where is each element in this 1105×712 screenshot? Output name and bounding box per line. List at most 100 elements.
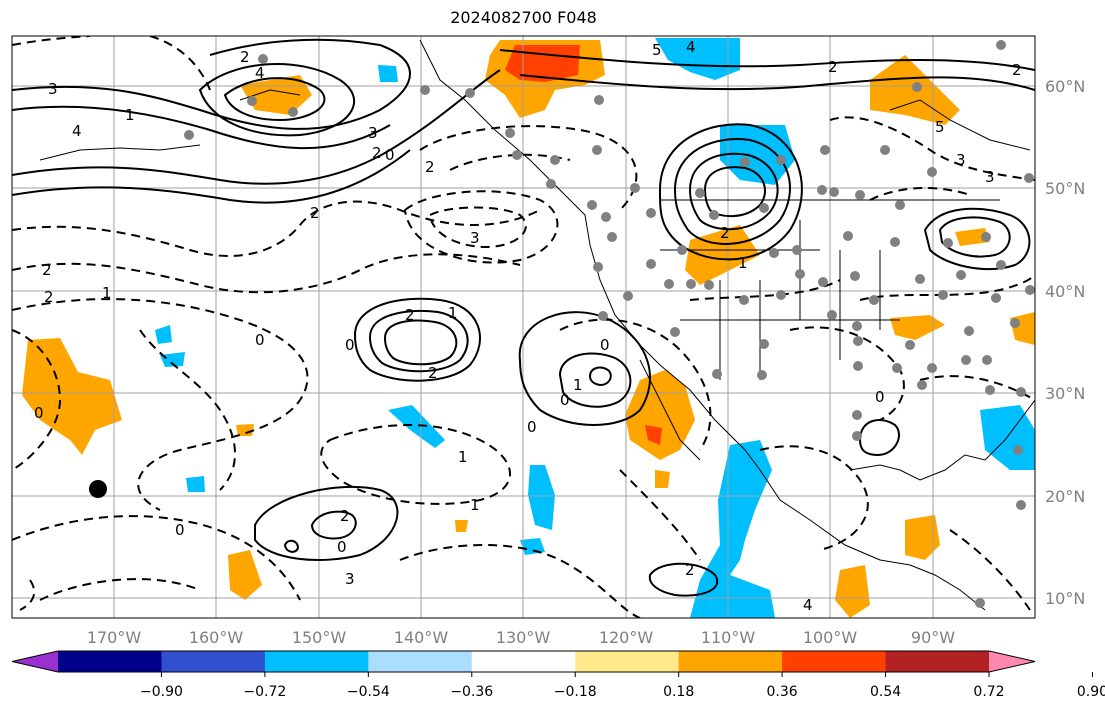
svg-text:2: 2 <box>685 561 695 579</box>
lon-label: 160°W <box>189 628 244 647</box>
svg-text:0: 0 <box>345 336 355 354</box>
colorbar-tick-label: 0.90 <box>1077 684 1105 700</box>
svg-text:3: 3 <box>470 229 480 247</box>
lat-label: 60°N <box>1045 77 1085 96</box>
svg-text:2: 2 <box>405 306 415 324</box>
colorbar <box>11 650 1036 673</box>
negative-shade-mexico <box>690 440 775 618</box>
svg-text:4: 4 <box>803 596 813 614</box>
positive-shade-bering <box>240 75 312 115</box>
positive-shade-alaska-core <box>505 45 580 82</box>
svg-text:3: 3 <box>345 570 355 588</box>
svg-text:2: 2 <box>44 288 54 306</box>
svg-text:0: 0 <box>560 391 570 409</box>
colorbar-segment <box>782 651 887 672</box>
colorbar-ticks: −0.90 −0.72 −0.54 −0.36 −0.18 0.18 0.36 0.54 0.7… <box>140 672 1105 700</box>
negative-shade-nwsmall <box>378 65 398 82</box>
latitude-labels: 60°N 50°N 40°N 30°N 20°N 10°N <box>1045 77 1085 608</box>
svg-text:2: 2 <box>372 144 382 162</box>
svg-text:0: 0 <box>600 336 610 354</box>
svg-text:3: 3 <box>48 80 58 98</box>
map-border <box>11 35 1036 619</box>
colorbar-segment <box>58 651 162 672</box>
svg-text:0: 0 <box>337 538 347 556</box>
colorbar-segment <box>161 651 266 672</box>
positive-shade-south <box>835 565 870 618</box>
svg-text:3: 3 <box>956 151 966 169</box>
svg-text:5: 5 <box>935 118 945 136</box>
positive-shade-baja-core <box>645 425 662 445</box>
contours-dashed <box>12 36 1035 618</box>
positive-shade-southeast <box>890 315 945 340</box>
colorbar-segment <box>264 651 369 672</box>
positive-shade-tropics <box>228 550 262 600</box>
svg-text:1: 1 <box>573 376 583 394</box>
svg-text:2: 2 <box>720 224 730 242</box>
positive-shade-small2 <box>655 470 670 488</box>
colorbar-segment <box>678 651 783 672</box>
positive-shade-lakes <box>955 228 990 246</box>
lat-label: 40°N <box>1045 282 1085 301</box>
positive-shade-hawaii <box>236 424 254 436</box>
colorbar-segment <box>885 651 990 672</box>
negative-shade-dateline <box>155 325 172 344</box>
colorbar-segment <box>368 651 473 672</box>
svg-text:1: 1 <box>470 496 480 514</box>
colorbar-tick-label: −0.54 <box>347 684 390 700</box>
lon-label: 130°W <box>496 628 551 647</box>
colorbar-tick-label: −0.36 <box>450 684 493 700</box>
svg-text:0: 0 <box>527 418 537 436</box>
gridlines <box>12 36 1035 618</box>
svg-text:4: 4 <box>686 38 696 56</box>
station-dots <box>184 40 1035 608</box>
svg-text:2: 2 <box>828 58 838 76</box>
colorbar-segment <box>575 651 680 672</box>
svg-text:2: 2 <box>310 204 320 222</box>
colorbar-extend-min <box>12 651 58 672</box>
svg-text:1: 1 <box>448 304 458 322</box>
negative-shade-mid2 <box>528 465 555 530</box>
colorbar-tick-label: −0.72 <box>243 684 286 700</box>
svg-text:3: 3 <box>368 124 378 142</box>
svg-text:0: 0 <box>875 388 885 406</box>
location-marker <box>89 480 107 498</box>
svg-text:4: 4 <box>255 64 265 82</box>
negative-shade-mid <box>388 405 445 448</box>
negative-shade-mid3 <box>520 538 545 555</box>
svg-text:0: 0 <box>34 404 44 422</box>
svg-text:4: 4 <box>72 122 82 140</box>
map-title: 2024082700 F048 <box>450 8 597 27</box>
lat-label: 20°N <box>1045 487 1085 506</box>
colorbar-tick-label: 0.54 <box>870 684 901 700</box>
svg-text:1: 1 <box>458 448 468 466</box>
lat-label: 10°N <box>1045 589 1085 608</box>
colorbar-tick-label: 0.72 <box>973 684 1004 700</box>
lon-label: 100°W <box>803 628 858 647</box>
lat-label: 30°N <box>1045 384 1085 403</box>
svg-text:5: 5 <box>652 41 662 59</box>
lon-label: 90°W <box>911 628 955 647</box>
colorbar-segment <box>471 651 576 672</box>
svg-text:2: 2 <box>425 158 435 176</box>
positive-shade-west <box>22 338 122 455</box>
colorbar-tick-label: −0.90 <box>140 684 183 700</box>
positive-shade-central <box>905 515 940 560</box>
svg-text:2: 2 <box>428 364 438 382</box>
lon-label: 110°W <box>701 628 756 647</box>
svg-text:1: 1 <box>102 284 112 302</box>
lon-label: 170°W <box>87 628 142 647</box>
svg-text:0: 0 <box>255 331 265 349</box>
colorbar-extend-max <box>989 651 1035 672</box>
svg-text:2: 2 <box>340 507 350 525</box>
negative-shade-hawaii <box>186 476 205 492</box>
svg-text:1: 1 <box>125 106 135 124</box>
longitude-labels: 170°W 160°W 150°W 140°W 130°W 120°W 110°… <box>87 628 955 647</box>
lat-label: 50°N <box>1045 179 1085 198</box>
colorbar-tick-label: −0.18 <box>554 684 597 700</box>
colorbar-tick-label: 0.18 <box>663 684 694 700</box>
lon-label: 150°W <box>292 628 347 647</box>
svg-text:0: 0 <box>175 521 185 539</box>
svg-text:3: 3 <box>985 168 995 186</box>
lon-label: 140°W <box>394 628 449 647</box>
